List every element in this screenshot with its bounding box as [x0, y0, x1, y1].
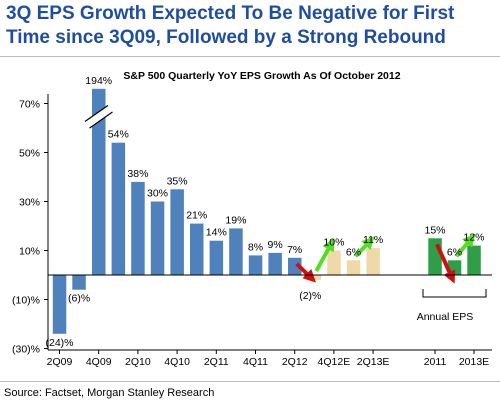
value-label-2Q09: (24)%	[45, 337, 73, 349]
x-tick-label: 4Q10	[164, 356, 190, 368]
value-label-1Q12: 9%	[268, 239, 283, 251]
bar-2Q13E	[366, 248, 380, 275]
axis-break-marker	[84, 105, 113, 129]
value-label-3Q12E: (2)%	[299, 290, 321, 302]
x-tick-label: 4Q11	[243, 356, 268, 368]
bar-2Q11	[209, 240, 224, 275]
value-label-4Q09: 194%	[85, 75, 112, 87]
bar-2Q12	[288, 257, 302, 275]
down-trend-arrow	[295, 262, 316, 283]
break-gap	[86, 106, 111, 127]
bar-1Q13E	[346, 260, 361, 275]
bar-3Q09	[72, 275, 86, 290]
bar-3Q10	[150, 201, 165, 275]
bar-1Q11	[190, 223, 204, 275]
bar-4Q10	[170, 189, 184, 276]
bar-4Q11	[248, 255, 263, 275]
up-trend-arrow	[314, 238, 335, 272]
x-tick-label: 2Q11	[204, 356, 229, 368]
bar-2013E	[467, 245, 481, 275]
bar-4Q12E	[327, 250, 341, 275]
value-label-1Q10: 54%	[108, 129, 129, 141]
break-line	[84, 105, 109, 123]
value-label-2013E: 12%	[463, 232, 484, 244]
annual-eps-label: Annual EPS	[417, 311, 474, 323]
y-tick-label: (10)%	[12, 295, 40, 307]
x-tick-label: 2013E	[459, 356, 489, 368]
bar-1Q10	[111, 142, 126, 275]
bar-2Q10	[131, 181, 145, 275]
value-label-3Q09: (6)%	[68, 293, 90, 305]
up-trend-arrow	[354, 236, 375, 258]
value-label-4Q10: 35%	[167, 175, 188, 187]
bar-4Q09	[92, 88, 106, 275]
value-labels-group: (24)% (6)% 194% 54% 38% 30%35% 21% 14%19% 8% 9% 7%…	[45, 75, 484, 349]
y-tick-label: 50%	[19, 148, 40, 160]
value-label-2Q13E: 11%	[363, 234, 383, 246]
value-label-3Q10: 30%	[147, 188, 168, 200]
value-label-3Q11: 19%	[225, 214, 246, 226]
bracket-line	[422, 289, 487, 298]
value-label-1Q11: 21%	[186, 210, 207, 222]
x-tick-label: 2Q12	[282, 356, 308, 368]
page-headline: 3Q EPS Growth Expected To Be Negative fo…	[6, 3, 455, 48]
headline-divider	[0, 56, 500, 57]
value-label-4Q11: 8%	[248, 241, 263, 253]
break-line	[89, 111, 113, 129]
x-tick-label: 4Q09	[86, 356, 112, 368]
x-tick-label: 4Q12E	[318, 356, 351, 368]
x-tick-label: 2Q10	[125, 356, 151, 368]
annual-eps-bracket	[422, 289, 487, 298]
x-tick-label: 2Q09	[47, 356, 73, 368]
value-label-1Q13E: 6%	[346, 246, 361, 258]
value-label-4Q12E: 10%	[323, 237, 344, 249]
bar-3Q11	[229, 228, 243, 275]
y-axis: 70% 50% 30% 10% (10)% (30)%	[12, 94, 49, 356]
footer-divider	[0, 381, 500, 382]
trend-arrows-group	[295, 233, 476, 284]
y-tick-label: 70%	[19, 99, 40, 111]
x-tick-label: 2Q13E	[357, 356, 390, 368]
bars-group	[52, 88, 481, 334]
eps-growth-chart: S&P 500 Quarterly YoY EPS Growth As Of O…	[12, 70, 492, 368]
value-label-2Q12: 7%	[287, 244, 302, 256]
value-label-2011: 15%	[424, 224, 445, 236]
value-label-2012E: 6%	[447, 246, 462, 258]
y-tick-label: 10%	[19, 246, 40, 258]
value-label-2Q11: 14%	[206, 227, 227, 239]
bar-2Q09	[52, 275, 67, 334]
x-axis: 2Q09 4Q09 2Q10 4Q10 2Q11 4Q11 2Q12 4Q12E 2Q13E 20…	[47, 274, 492, 368]
bar-1Q12	[268, 252, 282, 275]
down-trend-arrow	[435, 243, 456, 284]
value-label-2Q10: 38%	[127, 168, 148, 180]
chart-title: S&P 500 Quarterly YoY EPS Growth As Of O…	[123, 70, 400, 82]
source-note: Source: Factset, Morgan Stanley Research	[4, 387, 215, 399]
y-tick-label: (30)%	[12, 344, 40, 356]
y-tick-label: 30%	[19, 197, 40, 209]
x-tick-label: 2011	[424, 356, 447, 368]
bar-2011	[428, 238, 442, 276]
up-trend-arrow	[454, 233, 476, 258]
